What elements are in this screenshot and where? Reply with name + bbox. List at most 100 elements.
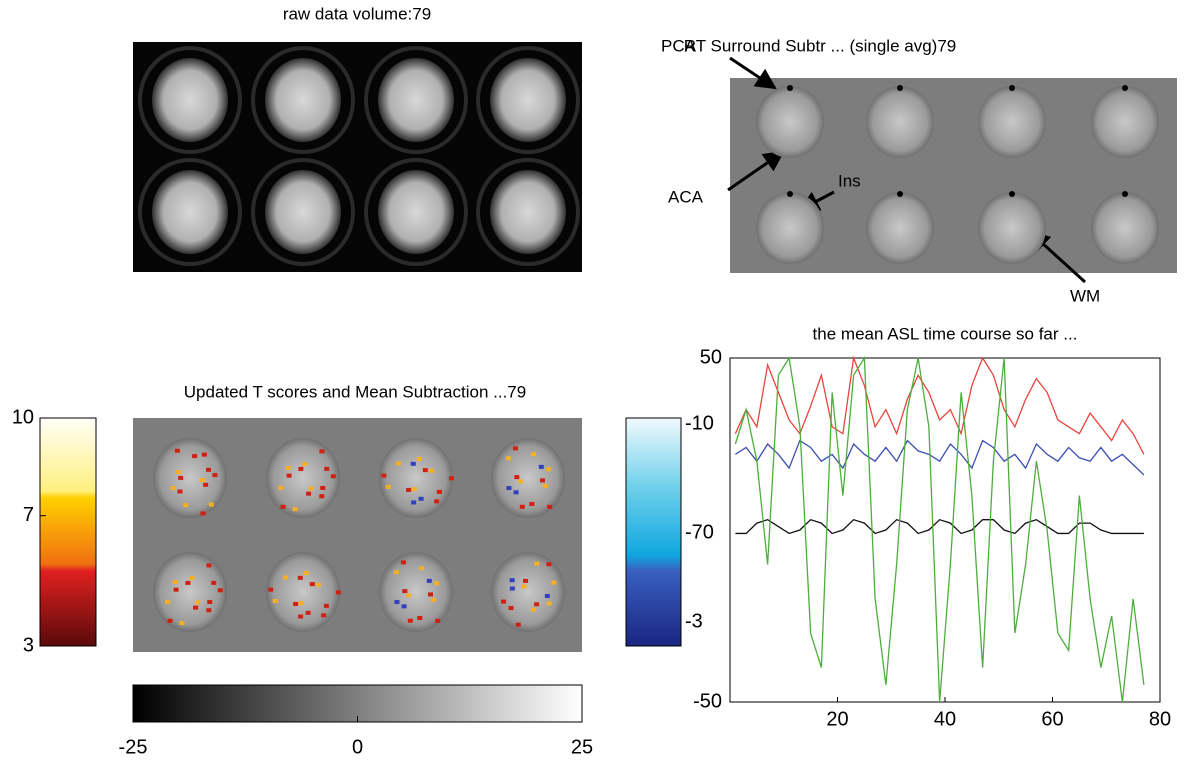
activation xyxy=(509,586,515,591)
activation xyxy=(298,601,304,606)
activation xyxy=(189,576,195,581)
activation xyxy=(401,604,407,609)
halo xyxy=(138,158,242,266)
y-tick-label: 50 xyxy=(700,346,722,368)
activation xyxy=(165,599,171,604)
activation xyxy=(320,485,326,490)
colorbar-tick-label: 10 xyxy=(12,406,34,428)
brain-slice xyxy=(152,58,228,142)
activation xyxy=(538,464,544,469)
activation xyxy=(185,580,191,585)
activation xyxy=(508,606,514,611)
overlay-label: -3 xyxy=(685,610,703,632)
activation xyxy=(306,491,312,496)
activation xyxy=(407,618,413,623)
activation xyxy=(418,496,424,501)
colorbar-tick-label: 7 xyxy=(23,504,34,526)
activation xyxy=(512,446,518,451)
activation xyxy=(268,587,274,592)
x-tick-label: 20 xyxy=(826,708,848,730)
activation xyxy=(193,605,199,610)
activation xyxy=(426,578,432,583)
activation xyxy=(546,601,552,606)
vessel xyxy=(1009,85,1015,91)
activation xyxy=(203,482,209,487)
activation xyxy=(285,465,291,470)
activation xyxy=(211,580,217,585)
vessel xyxy=(897,85,903,91)
brain-slice xyxy=(1091,86,1159,158)
line-series xyxy=(735,439,1145,476)
activation xyxy=(272,598,278,603)
activation xyxy=(316,582,322,587)
brain-slice xyxy=(266,438,340,518)
activation xyxy=(546,562,552,567)
activation xyxy=(206,563,212,568)
activation xyxy=(178,475,184,480)
activation xyxy=(206,467,212,472)
halo xyxy=(251,46,355,154)
activation xyxy=(406,593,412,598)
activation xyxy=(298,614,304,619)
activation xyxy=(208,502,214,507)
activation xyxy=(523,578,529,583)
brain-slice xyxy=(756,192,824,264)
brain-slice xyxy=(265,58,341,142)
activation xyxy=(542,483,548,488)
x-tick-label: 60 xyxy=(1041,708,1063,730)
activation xyxy=(448,476,454,481)
activation xyxy=(206,608,212,613)
activation xyxy=(282,575,288,580)
activation xyxy=(319,494,325,499)
activation xyxy=(411,500,417,505)
activation xyxy=(217,588,223,593)
halo xyxy=(364,46,468,154)
activation xyxy=(305,610,311,615)
activation xyxy=(434,581,440,586)
brain-slice xyxy=(265,170,341,254)
activation xyxy=(212,473,218,478)
activation xyxy=(286,473,292,478)
activation xyxy=(323,603,329,608)
brain-slice xyxy=(378,170,454,254)
activation xyxy=(394,600,400,605)
activation xyxy=(521,584,527,589)
activation xyxy=(176,469,182,474)
activation xyxy=(534,602,540,607)
activation xyxy=(411,487,417,492)
activation xyxy=(170,486,176,491)
vessel xyxy=(1009,191,1015,197)
halo xyxy=(476,158,580,266)
brain-slice xyxy=(1091,192,1159,264)
brain-slice xyxy=(866,192,934,264)
activation xyxy=(309,582,315,587)
activation xyxy=(547,504,553,509)
halo xyxy=(138,46,242,154)
activation xyxy=(324,466,330,471)
annotation: PCA xyxy=(661,36,697,55)
brain-slice xyxy=(490,170,566,254)
activation xyxy=(406,487,412,492)
activation xyxy=(200,511,206,516)
vessel xyxy=(1122,191,1128,197)
activation xyxy=(167,618,173,623)
vessel xyxy=(787,85,793,91)
brain-slice xyxy=(490,58,566,142)
annotation: Ins xyxy=(838,171,861,190)
activation xyxy=(529,501,535,506)
activation xyxy=(513,490,519,495)
brain-slice xyxy=(866,86,934,158)
vessel xyxy=(1122,85,1128,91)
gray-colorbar xyxy=(132,684,583,723)
plot-area xyxy=(729,357,1161,703)
activation xyxy=(530,607,536,612)
activation xyxy=(174,448,180,453)
activation xyxy=(410,461,416,466)
activation xyxy=(335,590,341,595)
activation xyxy=(546,467,552,472)
brain-slice xyxy=(978,86,1046,158)
brain-slice xyxy=(491,552,565,632)
overlay-label: -70 xyxy=(685,521,714,543)
activation xyxy=(395,461,401,466)
